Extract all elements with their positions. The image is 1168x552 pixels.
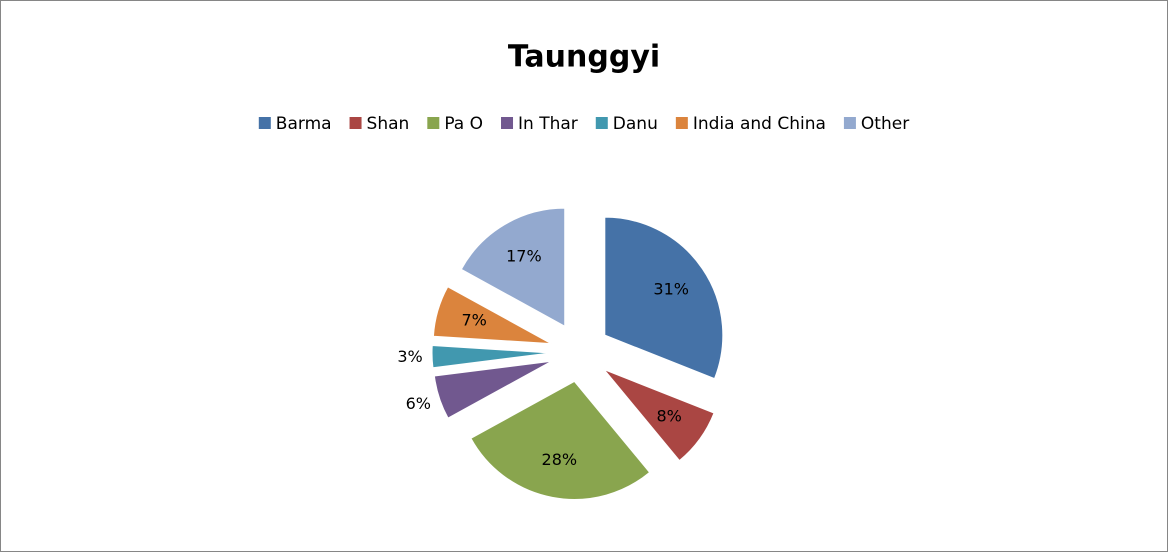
chart-title: Taunggyi xyxy=(508,40,660,75)
legend-swatch xyxy=(258,117,271,129)
legend-label: In Thar xyxy=(518,114,578,134)
legend-label: Barma xyxy=(276,114,332,134)
pie-slice xyxy=(432,286,552,345)
legend: Barma Shan Pa O In Thar Danu India and China O… xyxy=(258,114,909,134)
legend-label: Danu xyxy=(613,114,658,134)
pie-slice xyxy=(460,207,566,328)
legend-swatch xyxy=(675,117,688,129)
pie-slice xyxy=(470,380,651,500)
legend-swatch xyxy=(349,117,362,129)
data-label: 31% xyxy=(653,280,689,299)
legend-label: India and China xyxy=(693,114,826,134)
legend-swatch xyxy=(501,117,514,129)
data-label: 7% xyxy=(461,311,486,330)
data-label: 17% xyxy=(506,247,542,266)
legend-swatch xyxy=(843,117,856,129)
legend-label: Shan xyxy=(367,114,410,134)
data-label: 28% xyxy=(542,450,578,469)
pie-slice xyxy=(433,360,552,419)
data-label: 8% xyxy=(656,406,681,425)
data-label: 3% xyxy=(397,347,422,366)
data-label: 6% xyxy=(406,394,431,413)
legend-label: Pa O xyxy=(444,114,483,134)
legend-swatch xyxy=(595,117,608,129)
legend-label: Other xyxy=(861,114,909,134)
pie-slice xyxy=(431,345,551,369)
pie-slice xyxy=(604,216,724,380)
pie-slice xyxy=(603,369,715,462)
legend-swatch xyxy=(427,117,440,129)
